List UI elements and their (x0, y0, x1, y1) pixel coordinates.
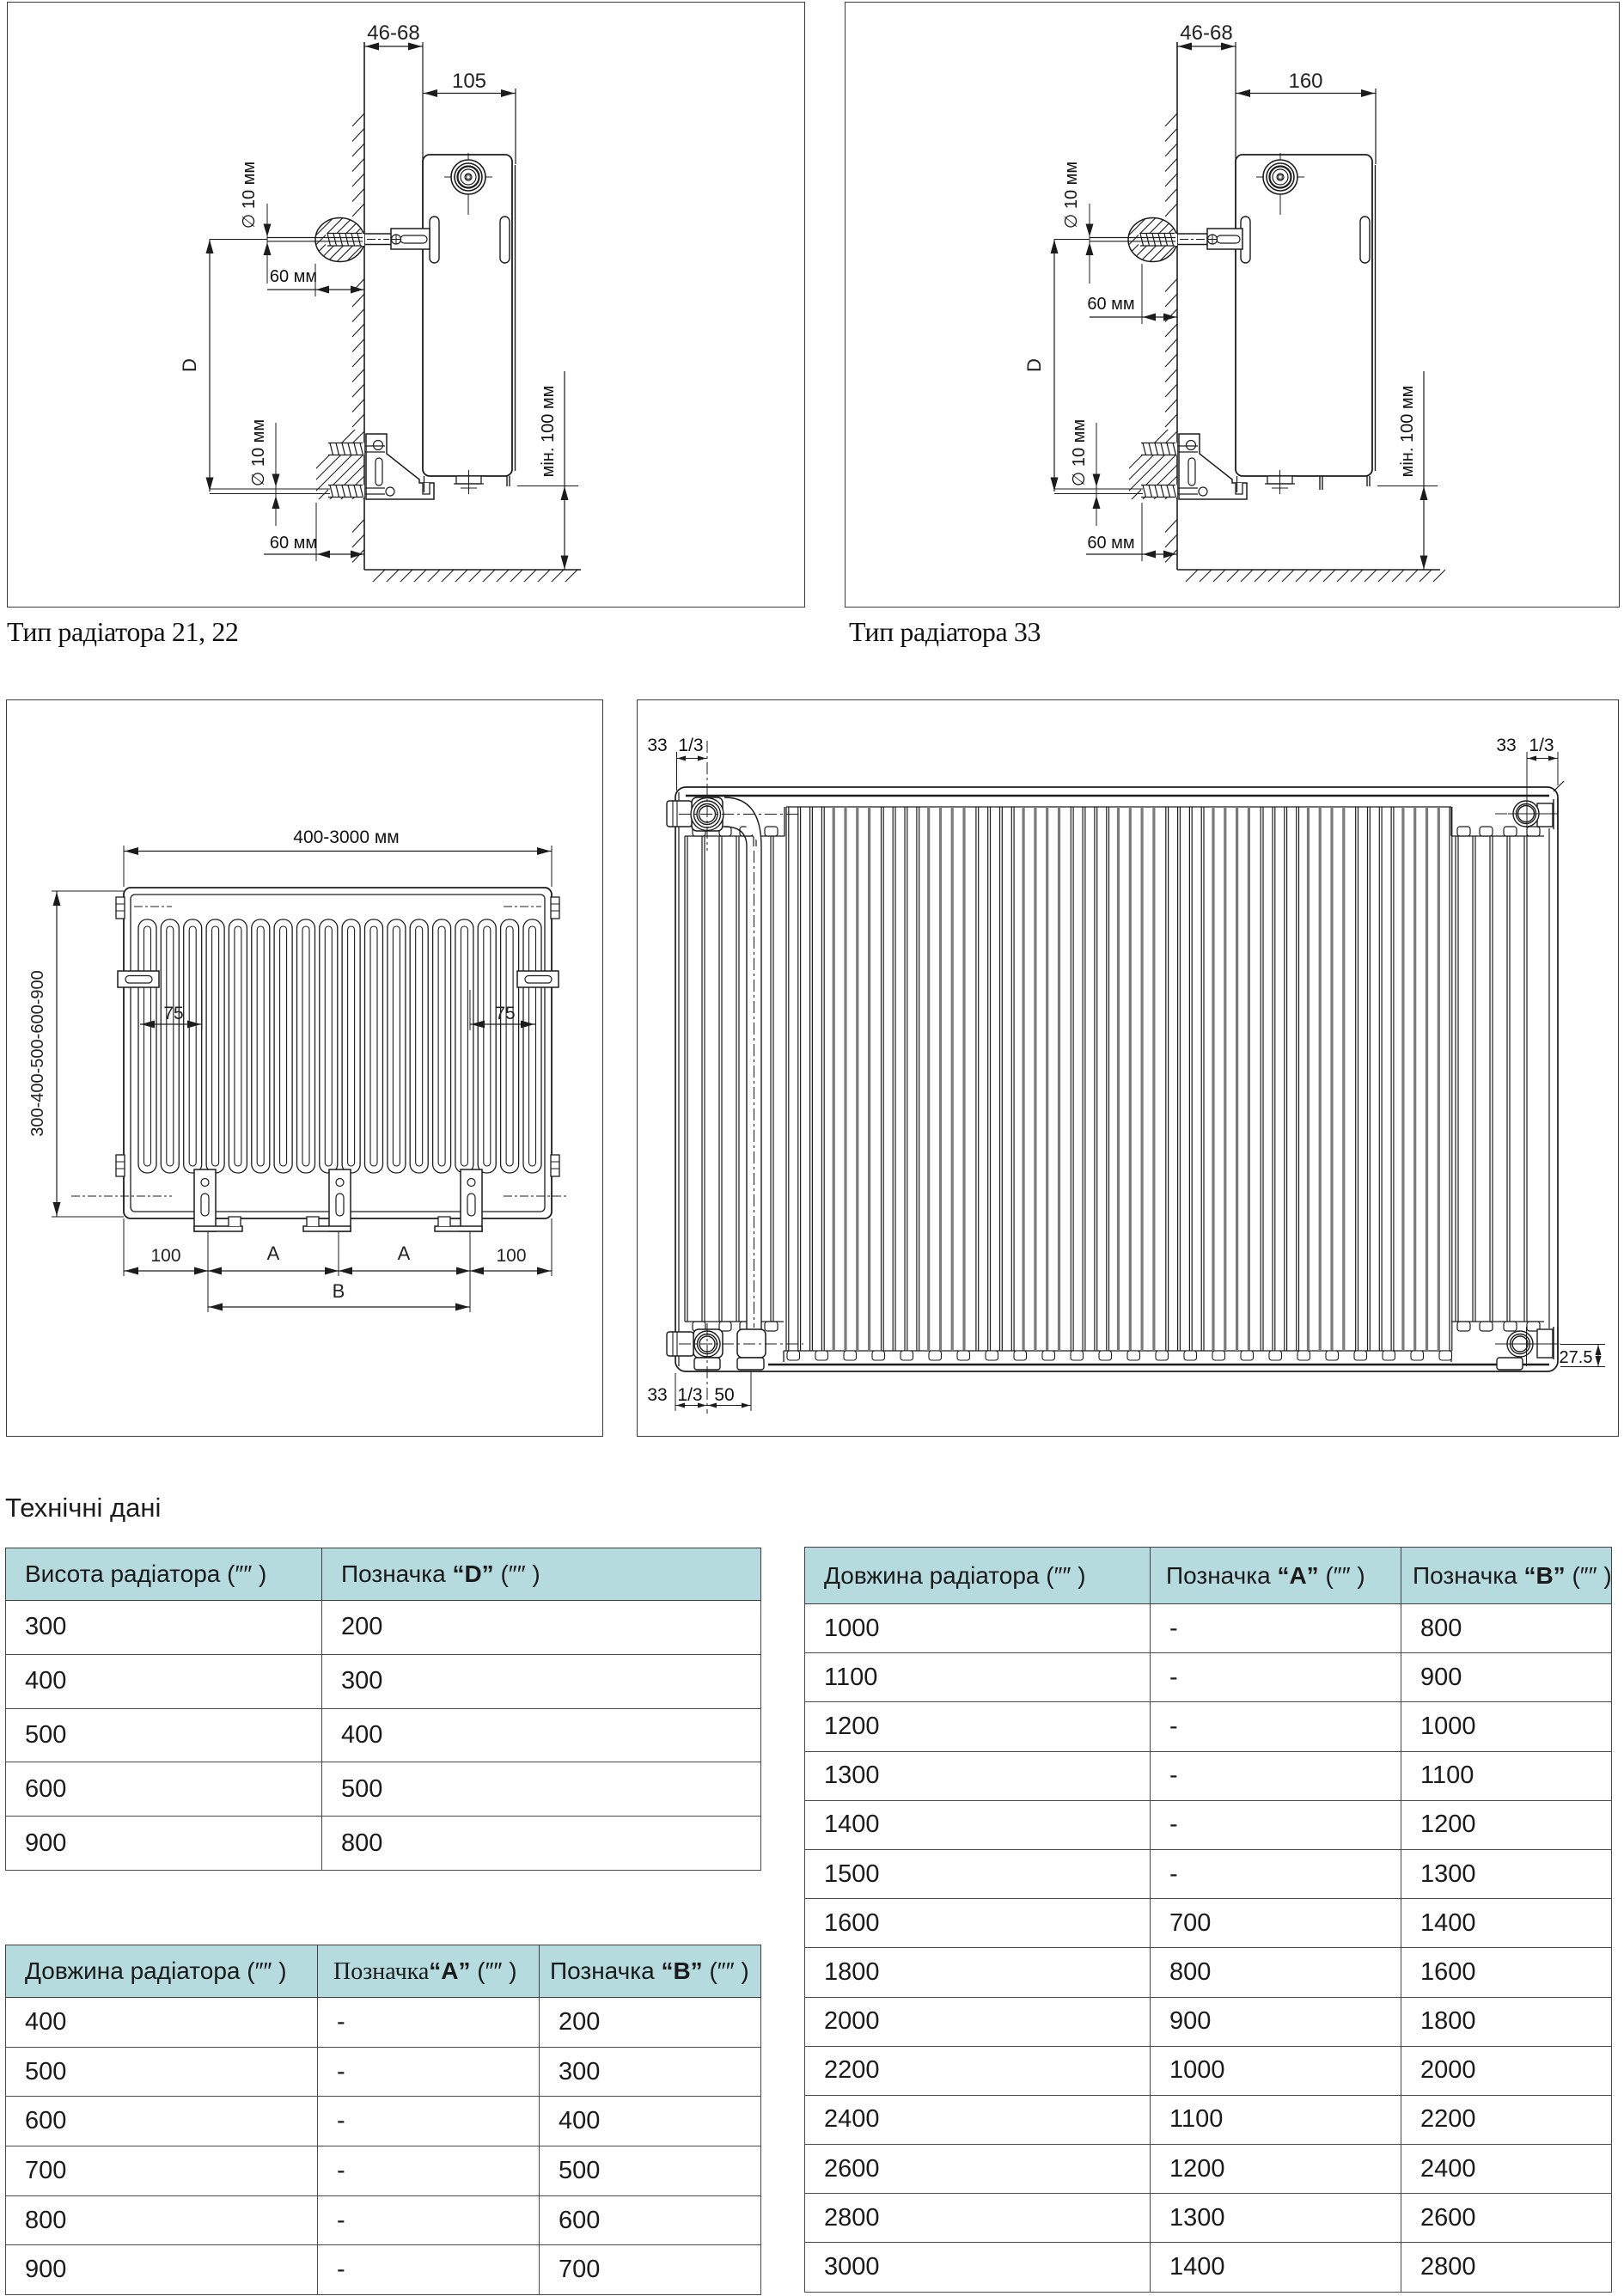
svg-text:∅ 10 мм: ∅ 10 мм (1062, 162, 1081, 229)
svg-text:46-68: 46-68 (367, 21, 419, 45)
svg-text:60 мм: 60 мм (1087, 534, 1134, 553)
svg-text:100: 100 (496, 1246, 526, 1266)
svg-text:D: D (1023, 358, 1045, 372)
svg-text:300-400-500-600-900: 300-400-500-600-900 (28, 970, 47, 1137)
svg-text:A: A (267, 1243, 280, 1264)
svg-text:33: 33 (647, 736, 667, 755)
svg-text:33: 33 (647, 1385, 667, 1405)
svg-text:∅ 10 мм: ∅ 10 мм (240, 162, 259, 229)
svg-text:мін. 100 мм: мін. 100 мм (1398, 386, 1417, 478)
svg-text:50: 50 (714, 1385, 734, 1405)
svg-text:∅ 10 мм: ∅ 10 мм (249, 419, 268, 486)
svg-text:∅ 10 мм: ∅ 10 мм (1070, 419, 1089, 486)
svg-text:60 мм: 60 мм (1087, 295, 1134, 314)
svg-text:105: 105 (452, 70, 486, 93)
svg-text:75: 75 (495, 1004, 515, 1023)
svg-text:160: 160 (1288, 70, 1322, 93)
svg-text:75: 75 (163, 1004, 183, 1023)
svg-text:60 мм: 60 мм (270, 267, 317, 286)
svg-text:мін. 100 мм: мін. 100 мм (539, 386, 558, 478)
svg-text:1/3: 1/3 (677, 1385, 702, 1405)
svg-text:60 мм: 60 мм (270, 534, 317, 553)
svg-text:A: A (398, 1243, 411, 1264)
svg-text:27.5: 27.5 (1560, 1348, 1593, 1367)
svg-text:D: D (179, 358, 200, 372)
svg-text:100: 100 (150, 1246, 180, 1266)
svg-text:46-68: 46-68 (1180, 21, 1232, 45)
svg-text:1/3: 1/3 (1529, 736, 1554, 755)
svg-text:1/3: 1/3 (678, 736, 703, 755)
svg-text:B: B (333, 1280, 345, 1302)
svg-text:400-3000 мм: 400-3000 мм (293, 827, 399, 847)
svg-text:33: 33 (1496, 736, 1516, 755)
